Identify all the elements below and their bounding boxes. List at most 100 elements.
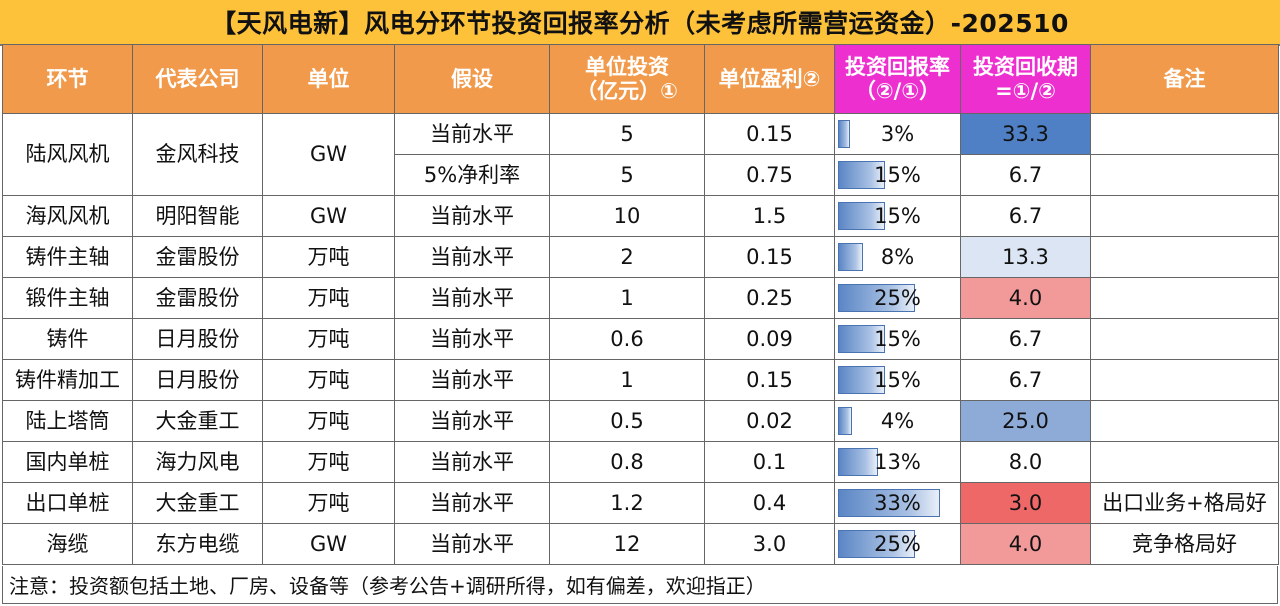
cell-roi: 33% — [834, 482, 961, 524]
cell-remark — [1090, 359, 1279, 401]
roi-value: 25% — [874, 285, 921, 310]
cell-segment: 海缆 — [2, 523, 133, 565]
header-row: 环节 代表公司 单位 假设 单位投资 （亿元）① 单位盈利② 投资回报率 （②/… — [2, 44, 1279, 114]
table-row: 锻件主轴 金雷股份 万吨 当前水平 1 0.25 25% 4.0 — [2, 277, 1279, 319]
cell-assumption: 当前水平 — [394, 195, 550, 237]
cell-remark — [1090, 154, 1279, 196]
roi-data-bar — [838, 284, 915, 312]
header-remarks: 备注 — [1090, 44, 1279, 114]
cell-profit: 0.09 — [704, 318, 835, 360]
table-row: 5%净利率 5 0.75 15% 6.7 — [3, 154, 1279, 196]
cell-roi: 4% — [834, 400, 961, 442]
cell-company: 日月股份 — [132, 359, 263, 401]
cell-profit: 0.02 — [704, 400, 835, 442]
cell-investment: 1.2 — [549, 482, 705, 524]
cell-investment: 0.8 — [549, 441, 705, 483]
cell-investment: 2 — [549, 236, 705, 278]
cell-segment: 陆上塔筒 — [2, 400, 133, 442]
roi-data-bar — [838, 202, 885, 230]
cell-assumption: 当前水平 — [394, 236, 550, 278]
table-row: 海缆 东方电缆 GW 当前水平 12 3.0 25% 4.0 竞争格局好 — [2, 523, 1279, 565]
cell-company: 金雷股份 — [132, 236, 263, 278]
header-payback: 投资回收期 =①/② — [960, 44, 1091, 114]
header-segment: 环节 — [2, 44, 133, 114]
cell-payback: 6.7 — [960, 195, 1091, 237]
cell-segment: 出口单桩 — [2, 482, 133, 524]
table-row: 海风风机 明阳智能 GW 当前水平 10 1.5 15% 6.7 — [2, 195, 1279, 237]
cell-company: 大金重工 — [132, 400, 263, 442]
table-row: 铸件主轴 金雷股份 万吨 当前水平 2 0.15 8% 13.3 — [2, 236, 1279, 278]
cell-investment: 12 — [549, 523, 705, 565]
cell-unit: 万吨 — [262, 277, 395, 319]
roi-value: 25% — [874, 531, 921, 556]
cell-segment: 陆风风机 — [2, 113, 133, 196]
cell-assumption: 当前水平 — [394, 441, 550, 483]
cell-investment: 5 — [549, 154, 705, 196]
table-row: 陆风风机 金风科技 GW 当前水平 5 0.15 3% 33.3 — [2, 113, 1279, 196]
header-assumption: 假设 — [394, 44, 550, 114]
cell-roi: 15% — [834, 154, 961, 196]
cell-remark — [1090, 236, 1279, 278]
cell-company: 东方电缆 — [132, 523, 263, 565]
roi-data-bar — [838, 489, 940, 517]
cell-segment: 铸件主轴 — [2, 236, 133, 278]
cell-payback: 8.0 — [960, 441, 1091, 483]
roi-data-bar — [838, 407, 852, 435]
header-unit-investment-line2: （亿元）① — [576, 79, 678, 103]
header-roi-line1: 投资回报率 — [845, 54, 950, 79]
cell-company: 海力风电 — [132, 441, 263, 483]
cell-unit: 万吨 — [262, 400, 395, 442]
cell-company: 金风科技 — [132, 113, 263, 196]
footer-note: 注意：投资额包括土地、厂房、设备等（参考公告+调研所得，如有偏差，欢迎指正） — [2, 566, 1278, 604]
roi-value: 8% — [880, 244, 915, 269]
cell-assumption: 当前水平 — [394, 277, 550, 319]
cell-payback: 6.7 — [960, 318, 1091, 360]
table-row: 国内单桩 海力风电 万吨 当前水平 0.8 0.1 13% 8.0 — [2, 441, 1279, 483]
cell-unit: GW — [262, 195, 395, 237]
cell-unit: 万吨 — [262, 441, 395, 483]
header-unit-investment-line1: 单位投资 — [585, 54, 669, 79]
roi-data-bar — [838, 366, 885, 394]
cell-unit: GW — [262, 113, 395, 196]
roi-value: 15% — [874, 162, 921, 187]
roi-value: 4% — [880, 408, 915, 433]
cell-assumption: 5%净利率 — [394, 154, 550, 196]
cell-payback: 4.0 — [960, 523, 1091, 565]
cell-assumption: 当前水平 — [394, 523, 550, 565]
cell-roi: 25% — [834, 523, 961, 565]
cell-investment: 5 — [549, 113, 705, 155]
header-payback-line1: 投资回收期 — [973, 54, 1078, 79]
roi-value: 3% — [880, 121, 915, 146]
cell-unit: 万吨 — [262, 318, 395, 360]
cell-remark — [1090, 441, 1279, 483]
roi-value: 15% — [874, 367, 921, 392]
cell-payback: 3.0 — [960, 482, 1091, 524]
roi-data-bar — [838, 161, 885, 189]
cell-profit: 3.0 — [704, 523, 835, 565]
cell-investment: 0.6 — [549, 318, 705, 360]
cell-investment: 10 — [549, 195, 705, 237]
table-row: 铸件精加工 日月股份 万吨 当前水平 1 0.15 15% 6.7 — [2, 359, 1279, 401]
roi-table: 环节 代表公司 单位 假设 单位投资 （亿元）① 单位盈利② 投资回报率 （②/… — [2, 44, 1279, 565]
cell-segment: 国内单桩 — [2, 441, 133, 483]
cell-roi: 15% — [834, 195, 961, 237]
cell-payback: 25.0 — [960, 400, 1091, 442]
header-roi: 投资回报率 （②/①） — [834, 44, 961, 114]
cell-segment: 锻件主轴 — [2, 277, 133, 319]
cell-profit: 0.4 — [704, 482, 835, 524]
cell-segment: 铸件 — [2, 318, 133, 360]
cell-unit: 万吨 — [262, 359, 395, 401]
cell-unit: 万吨 — [262, 482, 395, 524]
header-unit-investment: 单位投资 （亿元）① — [549, 44, 705, 114]
cell-company: 日月股份 — [132, 318, 263, 360]
cell-profit: 0.25 — [704, 277, 835, 319]
cell-unit: GW — [262, 523, 395, 565]
cell-assumption: 当前水平 — [394, 359, 550, 401]
roi-value: 15% — [874, 326, 921, 351]
table-row: 出口单桩 大金重工 万吨 当前水平 1.2 0.4 33% 3.0 出口业务+格局好 — [2, 482, 1279, 524]
page-title: 【天风电新】风电分环节投资回报率分析（未考虑所需营运资金）-202510 — [0, 0, 1280, 46]
cell-remark: 竞争格局好 — [1090, 523, 1279, 565]
table-row: 陆上塔筒 大金重工 万吨 当前水平 0.5 0.02 4% 25.0 — [2, 400, 1279, 442]
cell-payback: 33.3 — [960, 113, 1091, 155]
